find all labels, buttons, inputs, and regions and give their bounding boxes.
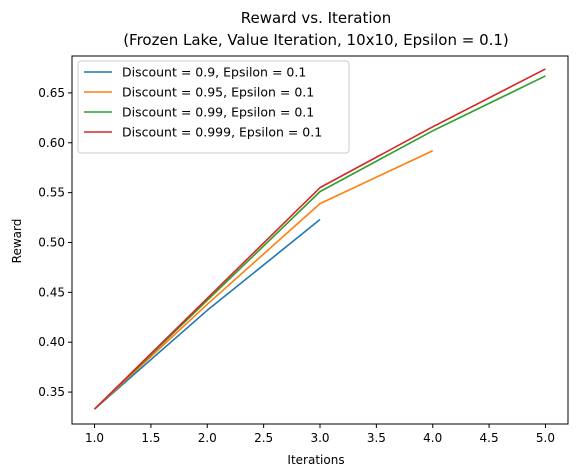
chart-title: Reward vs. Iteration — [241, 9, 391, 27]
y-tick-label: 0.35 — [38, 385, 65, 399]
x-tick-label: 4.5 — [480, 431, 499, 445]
x-tick-label: 2.5 — [254, 431, 273, 445]
legend-entry-2: Discount = 0.99, Epsilon = 0.1 — [122, 105, 314, 120]
x-tick-label: 5.0 — [536, 431, 555, 445]
x-tick-label: 4.0 — [423, 431, 442, 445]
x-tick-label: 1.5 — [141, 431, 160, 445]
series-line-0 — [95, 220, 320, 409]
legend-entry-1: Discount = 0.95, Epsilon = 0.1 — [122, 85, 314, 100]
y-tick-label: 0.50 — [38, 235, 65, 249]
x-tick-label: 3.0 — [310, 431, 329, 445]
x-tick-label: 2.0 — [198, 431, 217, 445]
legend: Discount = 0.9, Epsilon = 0.1 Discount = … — [78, 61, 349, 153]
y-tick-label: 0.65 — [38, 86, 65, 100]
x-axis-label: Iterations — [287, 453, 344, 467]
y-axis-label: Reward — [10, 219, 24, 264]
legend-entry-0: Discount = 0.9, Epsilon = 0.1 — [122, 65, 306, 80]
x-axis-ticks: 1.0 1.5 2.0 2.5 3.0 3.5 4.0 4.5 5.0 — [85, 424, 555, 445]
x-tick-label: 3.5 — [367, 431, 386, 445]
y-tick-label: 0.60 — [38, 136, 65, 150]
x-tick-label: 1.0 — [85, 431, 104, 445]
legend-entry-3: Discount = 0.999, Epsilon = 0.1 — [122, 125, 322, 140]
y-tick-label: 0.45 — [38, 285, 65, 299]
chart-subtitle: (Frozen Lake, Value Iteration, 10x10, Ep… — [123, 31, 509, 49]
y-tick-label: 0.40 — [38, 335, 65, 349]
y-tick-label: 0.55 — [38, 186, 65, 200]
series-line-1 — [95, 151, 433, 409]
y-axis-ticks: 0.35 0.40 0.45 0.50 0.55 0.60 0.65 — [38, 86, 72, 399]
